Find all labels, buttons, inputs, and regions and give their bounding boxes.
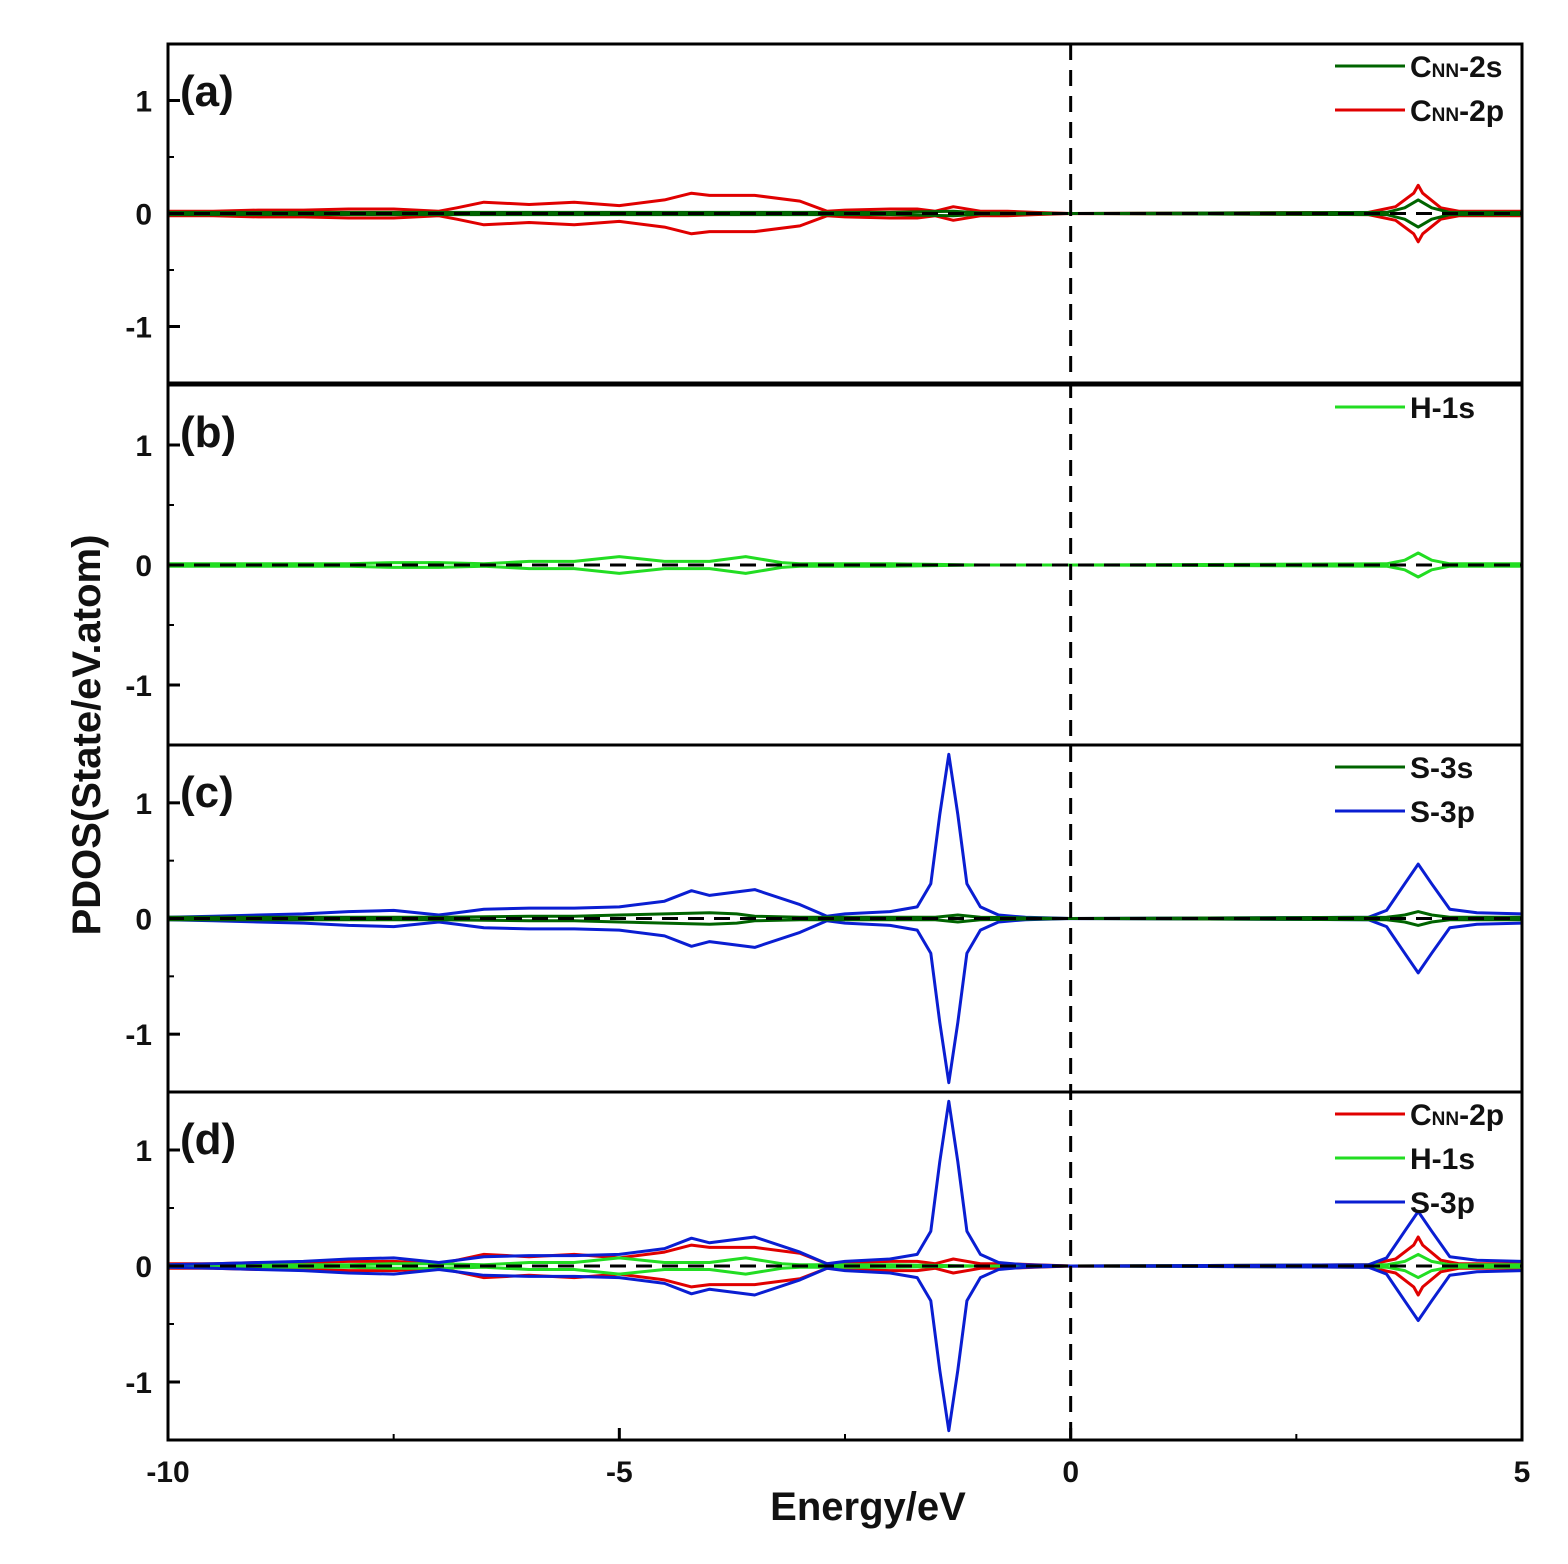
y-tick-label: -1 <box>125 670 152 703</box>
series-line-h-1s-up <box>168 1252 1522 1268</box>
y-tick-label: -1 <box>125 1019 152 1052</box>
panel-tag: (c) <box>180 768 234 817</box>
series-line-h-1s-down <box>168 563 1522 579</box>
panel-tag: (a) <box>180 67 234 116</box>
panel-d: 1 0 -1 (d) CNN-2p H-1s S-3p -10 -5 0 5 <box>125 1090 1531 1489</box>
y-tick-label: -1 <box>125 1367 152 1400</box>
panel-b: 1 0 -1 (b) H-1s <box>125 383 1524 747</box>
series-line-h-1s-down <box>168 1264 1522 1280</box>
series-line-cnn-2p-up <box>168 183 1522 215</box>
legend-entry: S-3s <box>1410 752 1473 785</box>
panel-c: 1 0 -1 (c) S-3s S-3p <box>125 743 1524 1094</box>
legend-entry: H-1s <box>1410 1143 1475 1176</box>
y-tick-label: 1 <box>135 1135 152 1168</box>
legend-entry: CNN-2s <box>1410 51 1502 84</box>
panel-a: 1 0 -1 (a) CNN-2s CNN-2p <box>125 42 1524 385</box>
y-tick-label: 0 <box>135 199 152 232</box>
legend-entry: S-3p <box>1410 796 1475 829</box>
y-tick-label: 1 <box>135 86 152 119</box>
legend-entry: S-3p <box>1410 1187 1475 1220</box>
y-tick-label: 1 <box>135 430 152 463</box>
series-line-s-3p-up <box>167 1099 1523 1268</box>
y-tick-label: 0 <box>135 904 152 937</box>
series-line-cnn-2s-up <box>168 198 1522 215</box>
legend-entry: CNN-2p <box>1410 1099 1504 1132</box>
x-axis-title: Energy/eV <box>770 1485 966 1529</box>
y-tick-label: -1 <box>125 312 152 345</box>
x-tick-label: -5 <box>606 1456 633 1489</box>
x-tick-label: 5 <box>1514 1456 1531 1489</box>
legend-entry: CNN-2p <box>1410 95 1504 128</box>
legend-entry: H-1s <box>1410 392 1475 425</box>
series-line-cnn-2s-down <box>168 212 1522 229</box>
series-line-s-3p-up <box>167 752 1523 920</box>
series-line-cnn-2p-down <box>168 212 1522 244</box>
series-line-h-1s-up <box>168 551 1522 567</box>
plot-layer: 1 0 -1 (a) CNN-2s CNN-2p 1 0 -1 (b) H-1s 1 0 -1 (c) S-3… <box>125 42 1531 1489</box>
panel-tag: (b) <box>180 408 236 457</box>
y-tick-label: 0 <box>135 1251 152 1284</box>
panel-tag: (d) <box>180 1115 236 1164</box>
y-tick-label: 1 <box>135 788 152 821</box>
series-line-s-3p-down <box>167 917 1523 1085</box>
x-tick-label: 0 <box>1062 1456 1079 1489</box>
x-tick-label: -10 <box>146 1456 189 1489</box>
y-tick-label: 0 <box>135 550 152 583</box>
y-axis-title: PDOS(State/eV.atom) <box>65 535 109 936</box>
series-line-s-3p-down <box>167 1264 1523 1433</box>
